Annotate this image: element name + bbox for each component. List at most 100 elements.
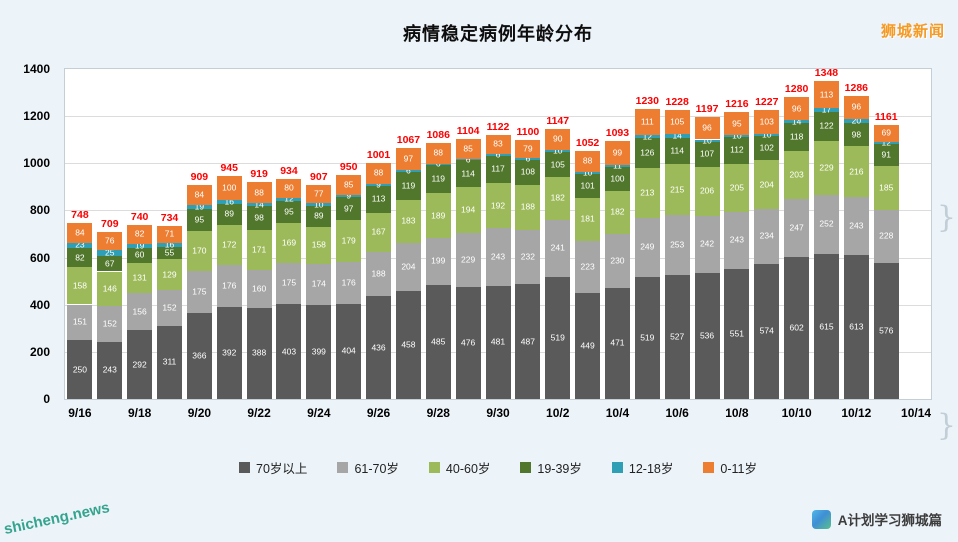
x-tick-label: 10/10	[781, 406, 812, 420]
brace-decoration-icon: }	[936, 408, 956, 443]
credit-bottom-right: A计划学习狮城篇	[811, 509, 942, 529]
stacked-bar: 574 234 204 102 10 103 1227	[754, 96, 780, 399]
stacked-bar: 292 156 131 60 19 82 740	[127, 211, 153, 399]
bar-segment: 229	[455, 232, 481, 287]
x-tick-label: 10/14	[901, 406, 932, 420]
bar-segment: 97	[395, 147, 421, 171]
bar-segment: 602	[784, 257, 810, 399]
segment-value-label: 11	[613, 160, 622, 171]
bar-segment: 131	[127, 262, 153, 294]
segment-value-label: 112	[730, 144, 744, 155]
segment-value-label: 96	[702, 122, 712, 133]
bar-segment: 96	[784, 97, 810, 120]
segment-value-label: 223	[580, 261, 595, 272]
bar-total-label: 919	[250, 168, 268, 181]
bar-segment: 6	[395, 166, 421, 175]
legend-swatch	[520, 462, 532, 473]
legend-item-label: 40-60岁	[445, 462, 491, 476]
bar-segment: 14	[784, 117, 810, 126]
segment-value-label: 203	[789, 169, 804, 180]
segment-value-label: 9	[376, 179, 381, 190]
bar-segment: 175	[186, 271, 212, 313]
bar-total-label: 1001	[366, 149, 391, 162]
segment-value-label: 252	[819, 218, 834, 229]
bar-segment: 89	[216, 203, 242, 225]
segment-value-label: 175	[281, 277, 297, 288]
bar-segment: 10	[575, 168, 601, 177]
bar-total-label: 1227	[755, 95, 779, 108]
y-tick-label: 200	[29, 344, 50, 359]
segment-value-label: 551	[729, 328, 744, 339]
segment-value-label: 188	[520, 201, 535, 212]
segment-value-label: 392	[222, 347, 237, 358]
bar-segment: 107	[694, 141, 720, 168]
bar-total-label: 1161	[874, 111, 898, 124]
bar-segment: 105	[545, 152, 571, 177]
legend-swatch	[611, 462, 623, 473]
stacked-bar: 243 152 146 67 25 76 709	[97, 218, 123, 399]
legend-swatch	[337, 462, 349, 473]
legend-item-label: 12-18岁	[628, 462, 674, 476]
bar-segment: 82	[127, 224, 153, 244]
x-tick-label: 10/12	[841, 406, 872, 420]
bar-segment: 84	[67, 222, 93, 243]
segment-value-label: 67	[105, 258, 115, 269]
x-tick-label: 9/26	[366, 406, 391, 420]
bar-segment: 12	[276, 194, 302, 203]
segment-value-label: 160	[252, 283, 267, 294]
bar-segment: 12	[634, 132, 660, 141]
legend-item: 19-39岁	[520, 458, 582, 477]
bar-segment: 98	[843, 123, 869, 147]
bar-segment: 152	[157, 289, 183, 326]
credit-logo-icon	[811, 509, 831, 529]
segment-value-label: 487	[520, 336, 535, 347]
bar-total-label: 1230	[635, 95, 659, 108]
segment-value-label: 206	[699, 185, 715, 196]
segment-value-label: 404	[341, 345, 356, 356]
bar-segment: 79	[515, 139, 541, 159]
stacked-bar: 487 232 188 108 6 79 1100	[515, 126, 541, 399]
segment-value-label: 249	[640, 241, 655, 252]
y-tick-label: 400	[29, 297, 50, 312]
segment-value-label: 55	[164, 247, 175, 258]
segment-value-label: 10	[732, 130, 742, 141]
segment-value-label: 107	[699, 148, 715, 159]
segment-value-label: 85	[343, 179, 354, 190]
bar-segment: 404	[336, 303, 362, 399]
segment-value-label: 189	[431, 210, 446, 220]
x-tick-label: 10/2	[546, 406, 570, 420]
bar-segment: 20	[843, 116, 869, 125]
segment-value-label: 576	[879, 325, 894, 336]
segment-value-label: 88	[254, 187, 264, 198]
segment-value-label: 14	[791, 116, 802, 127]
bar-segment: 89	[306, 205, 332, 227]
bar-segment: 194	[455, 187, 481, 233]
segment-value-label: 98	[851, 129, 862, 140]
bar-segment: 6	[485, 150, 511, 159]
bar-segment: 192	[485, 183, 511, 229]
segment-value-label: 6	[435, 158, 441, 169]
segment-value-label: 102	[759, 142, 774, 153]
bar-segment: 234	[754, 208, 780, 264]
segment-value-label: 98	[254, 212, 264, 223]
legend-item-label: 19-39岁	[537, 462, 582, 476]
bar-total-label: 1093	[605, 127, 630, 140]
y-tick-label: 0	[43, 392, 50, 406]
bar-segment: 23	[67, 240, 93, 249]
bar-total-label: 1100	[516, 125, 540, 138]
segment-value-label: 10	[552, 145, 563, 156]
segment-value-label: 17	[821, 104, 832, 115]
segment-value-label: 366	[192, 350, 207, 361]
x-tick-label: 10/6	[665, 406, 689, 420]
bar-segment: 253	[664, 215, 690, 275]
segment-value-label: 204	[759, 179, 774, 189]
bar-segment: 250	[67, 340, 93, 399]
segment-value-label: 96	[851, 101, 862, 112]
bar-segment: 449	[575, 293, 601, 399]
segment-value-label: 205	[729, 182, 744, 193]
segment-value-label: 170	[192, 245, 207, 256]
segment-value-label: 574	[759, 325, 774, 336]
bar-segment: 403	[276, 304, 302, 399]
segment-value-label: 97	[343, 203, 354, 214]
